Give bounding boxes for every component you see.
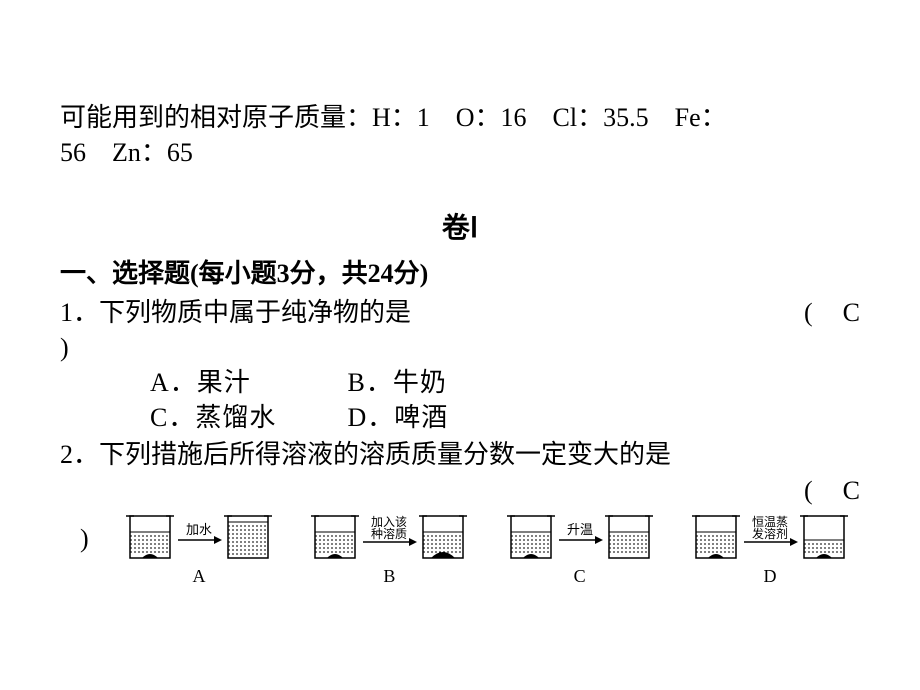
svg-text:种溶质: 种溶质	[371, 526, 407, 541]
q1-number: 1．	[60, 295, 99, 330]
q1-opt-b: B．牛奶	[348, 365, 447, 400]
q2-close: )	[80, 521, 89, 556]
beaker-c-right	[603, 512, 655, 562]
q1-close: )	[60, 330, 860, 365]
question-1: 1． 下列物质中属于纯净物的是 ( C ) A．果汁 B．牛奶 C．蒸馏水 D．…	[60, 295, 860, 435]
q2-number: 2．	[60, 437, 99, 472]
atomic-mass-line2: 56 Zn：65	[60, 135, 860, 170]
q2-answer: C	[843, 473, 860, 508]
diagram-d-label: D	[763, 564, 776, 588]
q2-diagrams: ) 加水	[60, 512, 860, 588]
section-title: 卷Ⅰ	[60, 210, 860, 248]
q2-stem: 下列措施后所得溶液的溶质质量分数一定变大的是	[99, 437, 860, 472]
beaker-d-left	[690, 512, 742, 562]
arrow-b: 加入该 种溶质	[361, 512, 417, 562]
beaker-a-right	[222, 512, 274, 562]
question-2: 2． 下列措施后所得溶液的溶质质量分数一定变大的是 ( C )	[60, 437, 860, 587]
q1-answer-open: (	[804, 295, 839, 330]
atomic-mass-block: 可能用到的相对原子质量：H：1 O：16 Cl：35.5 Fe： 56 Zn：6…	[60, 100, 860, 170]
svg-text:发溶剂: 发溶剂	[752, 526, 788, 541]
diagram-b: 加入该 种溶质 B	[309, 512, 469, 588]
beaker-d-right	[798, 512, 850, 562]
q2-answer-open: (	[804, 473, 839, 508]
diagram-a: 加水 A	[124, 512, 274, 588]
q1-answer: C	[843, 295, 860, 330]
diagram-c: 升温 C	[505, 512, 655, 588]
diagram-a-label: A	[193, 564, 206, 588]
beaker-a-left	[124, 512, 176, 562]
subsection-title: 一、选择题(每小题3分，共24分)	[60, 256, 860, 291]
diagram-d: 恒温蒸 发溶剂 D	[690, 512, 850, 588]
beaker-b-left	[309, 512, 361, 562]
beaker-c-left	[505, 512, 557, 562]
q1-stem: 下列物质中属于纯净物的是	[99, 295, 804, 330]
svg-text:升温: 升温	[567, 522, 593, 537]
beaker-b-right	[417, 512, 469, 562]
atomic-mass-line1: 可能用到的相对原子质量：H：1 O：16 Cl：35.5 Fe：	[60, 100, 860, 135]
q1-options: A．果汁 B．牛奶 C．蒸馏水 D．啤酒	[60, 365, 860, 435]
arrow-d: 恒温蒸 发溶剂	[742, 512, 798, 562]
q1-opt-d: D．啤酒	[348, 400, 449, 435]
diagram-c-label: C	[574, 564, 586, 588]
q1-opt-a: A．果汁	[150, 365, 340, 400]
svg-text:加水: 加水	[186, 522, 212, 537]
arrow-a: 加水	[176, 512, 222, 562]
diagram-b-label: B	[383, 564, 395, 588]
q1-opt-c: C．蒸馏水	[150, 400, 340, 435]
arrow-c: 升温	[557, 512, 603, 562]
